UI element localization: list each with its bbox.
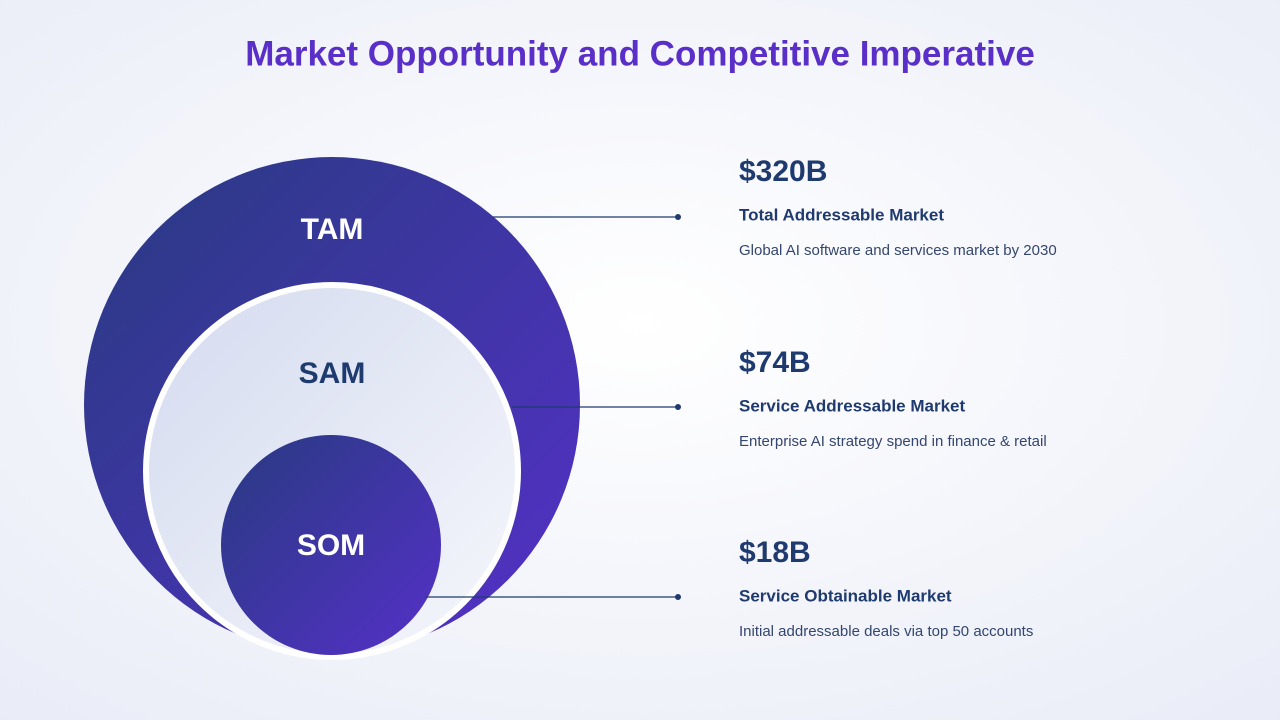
market-name: Total Addressable Market bbox=[739, 205, 944, 224]
som-circle bbox=[221, 435, 441, 655]
market-value: $320B bbox=[739, 155, 827, 188]
circle-label: SOM bbox=[297, 529, 365, 562]
connectors bbox=[426, 216, 678, 598]
connector-dot bbox=[675, 404, 681, 410]
market-name: Service Addressable Market bbox=[739, 396, 965, 415]
connector-dot bbox=[675, 214, 681, 220]
market-description: Enterprise AI strategy spend in finance … bbox=[739, 433, 1047, 450]
market-value: $18B bbox=[739, 536, 811, 569]
market-name: Service Obtainable Market bbox=[739, 586, 952, 605]
circle-label: SAM bbox=[299, 357, 366, 390]
market-description: Initial addressable deals via top 50 acc… bbox=[739, 623, 1033, 640]
items: $320B Total Addressable Market Global AI s… bbox=[739, 155, 1057, 640]
connector-dot bbox=[675, 594, 681, 600]
connector-dots bbox=[675, 214, 681, 600]
market-description: Global AI software and services market b… bbox=[739, 242, 1057, 259]
market-value: $74B bbox=[739, 346, 811, 379]
circle-label: TAM bbox=[301, 213, 364, 246]
title: Market Opportunity and Competitive Imper… bbox=[245, 34, 1035, 73]
